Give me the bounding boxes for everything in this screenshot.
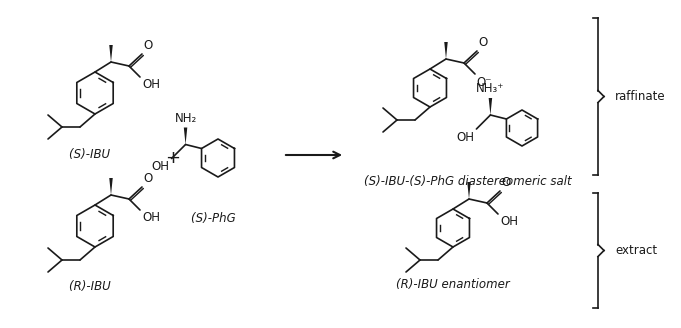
Text: +: +	[165, 149, 180, 167]
Text: (​S​)-IBU-(​S​)-PhG diastereomeric salt: (​S​)-IBU-(​S​)-PhG diastereomeric salt	[364, 175, 572, 188]
Text: OH: OH	[500, 215, 518, 228]
Text: (​S​)-IBU: (​S​)-IBU	[69, 148, 110, 161]
Polygon shape	[184, 128, 187, 145]
Polygon shape	[109, 178, 113, 195]
Text: raffinate: raffinate	[615, 91, 665, 104]
Text: O⁻: O⁻	[476, 76, 492, 89]
Text: OH: OH	[456, 131, 475, 144]
Text: extract: extract	[615, 243, 657, 256]
Text: O: O	[478, 36, 487, 49]
Text: (​R​)-IBU: (​R​)-IBU	[69, 280, 111, 293]
Text: (​S​)-PhG: (​S​)-PhG	[191, 212, 236, 225]
Polygon shape	[109, 45, 113, 62]
Text: NH₃⁺: NH₃⁺	[476, 82, 505, 95]
Text: OH: OH	[152, 160, 170, 174]
Polygon shape	[489, 98, 492, 115]
Text: OH: OH	[142, 78, 160, 91]
Text: (​R​)-IBU enantiomer: (​R​)-IBU enantiomer	[396, 278, 510, 291]
Polygon shape	[444, 42, 447, 59]
Text: OH: OH	[142, 211, 160, 224]
Text: O: O	[143, 39, 153, 52]
Polygon shape	[467, 182, 471, 199]
Text: NH₂: NH₂	[174, 112, 197, 125]
Text: O: O	[501, 176, 510, 189]
Text: O: O	[143, 172, 153, 185]
